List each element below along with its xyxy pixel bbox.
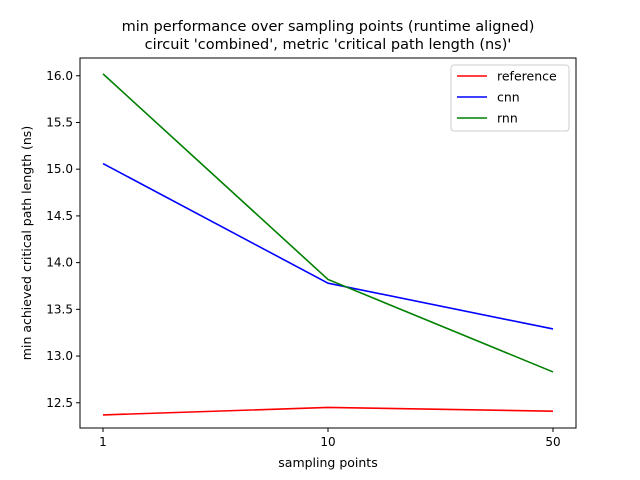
x-tick-label: 10	[320, 435, 335, 449]
series-line-cnn	[102, 162, 554, 330]
chart-subtitle: circuit 'combined', metric 'critical pat…	[145, 37, 512, 53]
plot-area-frame	[79, 57, 577, 429]
y-tick-label: 15.5	[46, 115, 73, 129]
legend-entries: reference cnn rnn	[457, 69, 557, 126]
y-axis-label: min achieved critical path length (ns)	[19, 126, 34, 360]
y-tick-label: 14.0	[46, 256, 73, 270]
series-line-rnn	[102, 73, 554, 373]
y-tick-label: 13.0	[46, 349, 73, 363]
legend-label-reference: reference	[497, 69, 557, 84]
series-line-reference	[102, 406, 554, 416]
series-layer	[102, 73, 554, 416]
y-tick-label: 12.5	[46, 396, 73, 410]
legend-label-cnn: cnn	[497, 90, 520, 105]
legend-label-rnn: rnn	[497, 111, 518, 126]
y-axis-ticks: 12.5 13.0 13.5 14.0 14.5 15.0 15.5 16.0	[46, 69, 80, 410]
x-tick-label: 50	[545, 435, 560, 449]
y-tick-label: 13.5	[46, 302, 73, 316]
y-tick-label: 15.0	[46, 162, 73, 176]
y-tick-label: 16.0	[46, 69, 73, 83]
x-axis-ticks: 1 10 50	[99, 428, 561, 449]
x-axis-label: sampling points	[278, 455, 377, 470]
chart-title: min performance over sampling points (ru…	[122, 19, 535, 35]
legend-box	[450, 64, 570, 132]
x-tick-label: 1	[99, 435, 107, 449]
legend: reference cnn rnn	[450, 64, 570, 132]
y-tick-label: 14.5	[46, 209, 73, 223]
